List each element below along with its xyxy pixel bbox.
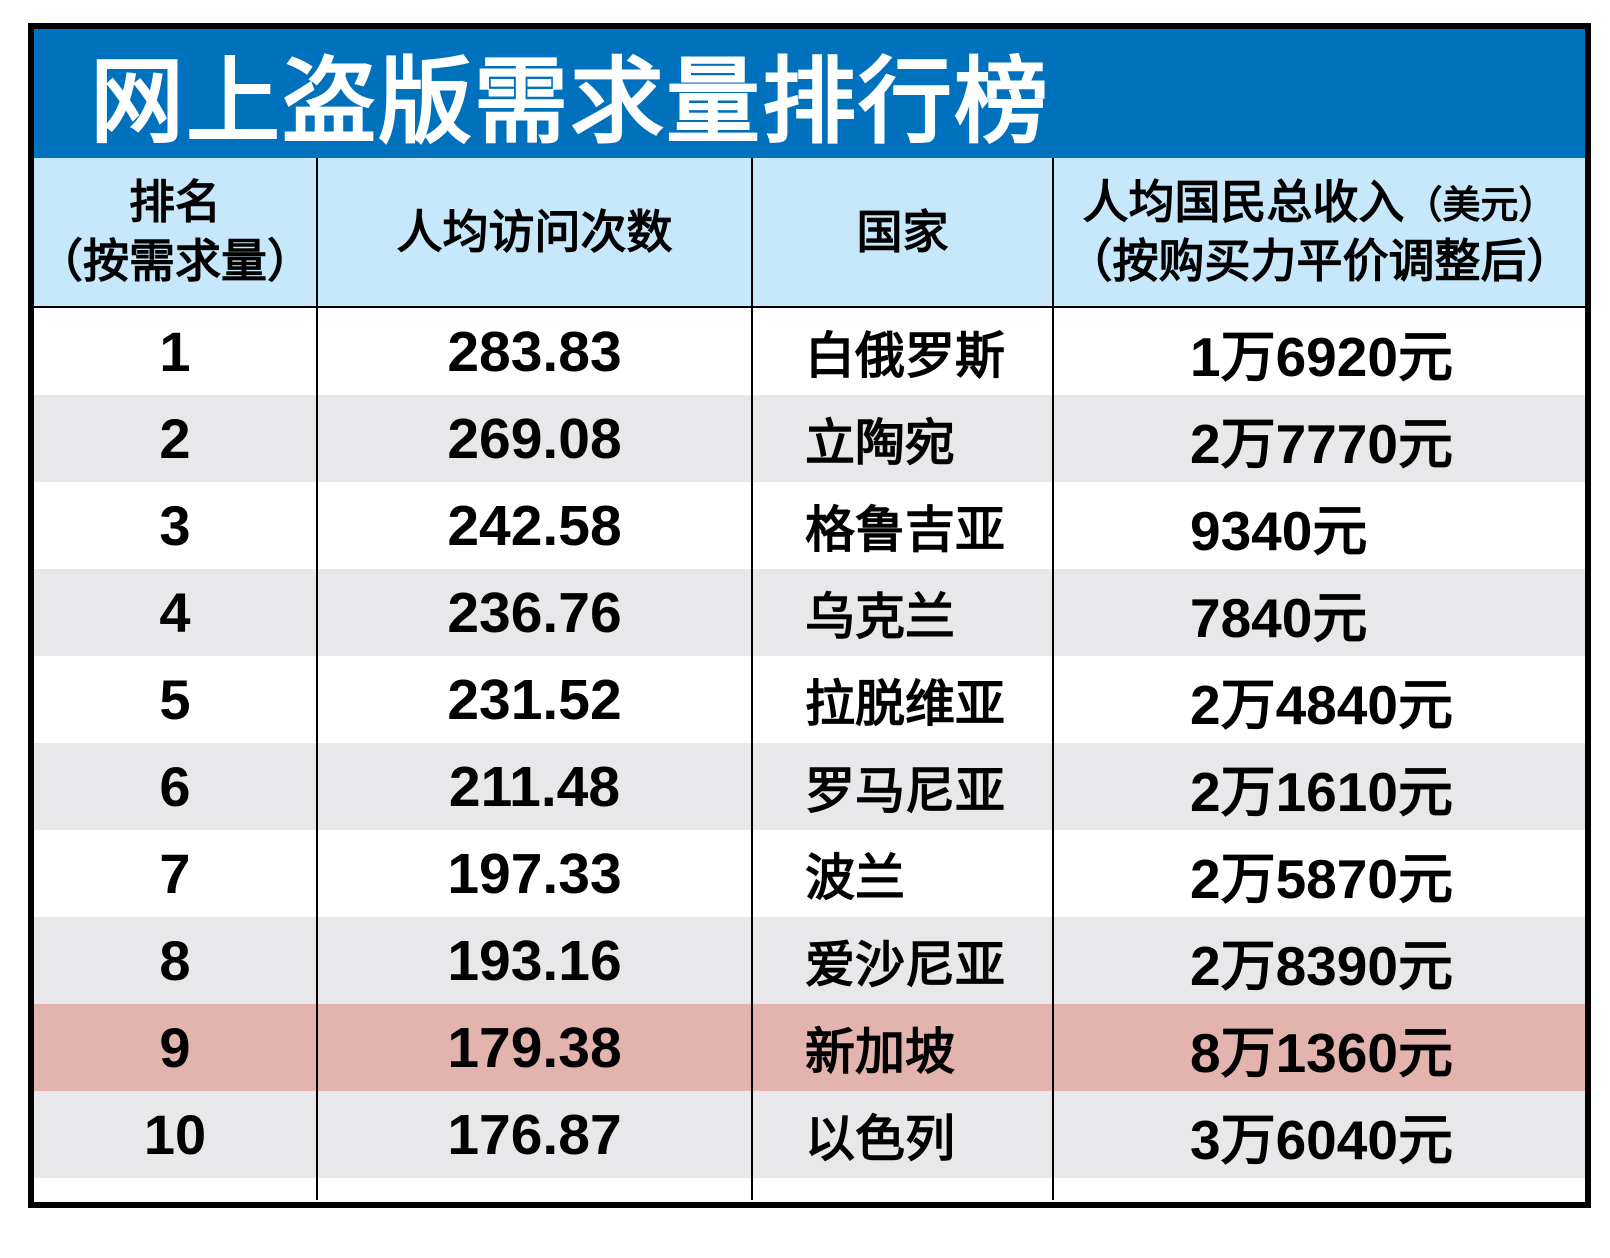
cell-visits: 211.48 <box>318 743 753 830</box>
table-row: 3 242.58 格鲁吉亚 9340元 <box>34 482 1585 569</box>
cell-visits: 179.38 <box>318 1004 753 1091</box>
cell-income: 2万4840元 <box>1190 673 1453 736</box>
cell-rank: 6 <box>34 743 318 830</box>
header-country: 国家 <box>753 158 1054 306</box>
header-rank-line1: 排名 <box>129 176 221 229</box>
cell-visits: 242.58 <box>318 482 753 569</box>
cell-country: 波兰 <box>753 830 1054 917</box>
cell-visits: 283.83 <box>318 308 753 395</box>
cell-rank: 2 <box>34 395 318 482</box>
header-income-main: 人均国民总收入 <box>1082 176 1405 229</box>
bottom-strip-cell <box>34 1178 318 1200</box>
cell-country: 爱沙尼亚 <box>753 917 1054 1004</box>
table-row: 9 179.38 新加坡 8万1360元 <box>34 1004 1585 1091</box>
header-income-unit: （美元） <box>1404 185 1557 228</box>
table-body: 1 283.83 白俄罗斯 1万6920元 2 269.08 立陶宛 2万7770元 3 242.… <box>34 308 1585 1178</box>
header-income-line1: 人均国民总收入（美元） <box>1082 173 1556 232</box>
cell-visits: 193.16 <box>318 917 753 1004</box>
table-row: 1 283.83 白俄罗斯 1万6920元 <box>34 308 1585 395</box>
piracy-ranking-table: 网上盗版需求量排行榜 排名 （按需求量） 人均访问次数 国家 人均国民总收入（美… <box>28 23 1591 1208</box>
page-title: 网上盗版需求量排行榜 <box>90 48 1051 154</box>
cell-rank: 3 <box>34 482 318 569</box>
header-visits: 人均访问次数 <box>318 158 753 306</box>
title-band: 网上盗版需求量排行榜 <box>34 29 1585 158</box>
cell-income: 3万6040元 <box>1190 1108 1453 1171</box>
cell-rank: 4 <box>34 569 318 656</box>
cell-country: 罗马尼亚 <box>753 743 1054 830</box>
cell-visits: 176.87 <box>318 1091 753 1178</box>
cell-country: 白俄罗斯 <box>753 308 1054 395</box>
table-row: 10 176.87 以色列 3万6040元 <box>34 1091 1585 1178</box>
cell-country: 立陶宛 <box>753 395 1054 482</box>
bottom-strip <box>34 1178 1585 1200</box>
cell-visits: 231.52 <box>318 656 753 743</box>
cell-income: 1万6920元 <box>1190 325 1453 388</box>
bottom-strip-cell <box>1054 1178 1585 1200</box>
cell-income: 8万1360元 <box>1190 1021 1453 1084</box>
cell-rank: 9 <box>34 1004 318 1091</box>
table-row: 6 211.48 罗马尼亚 2万1610元 <box>34 743 1585 830</box>
cell-country: 拉脱维亚 <box>753 656 1054 743</box>
cell-country: 格鲁吉亚 <box>753 482 1054 569</box>
cell-country: 以色列 <box>753 1091 1054 1178</box>
table-row: 2 269.08 立陶宛 2万7770元 <box>34 395 1585 482</box>
cell-rank: 8 <box>34 917 318 1004</box>
cell-country: 新加坡 <box>753 1004 1054 1091</box>
cell-rank: 10 <box>34 1091 318 1178</box>
bottom-strip-cell <box>318 1178 753 1200</box>
header-country-label: 国家 <box>856 205 949 258</box>
table-row: 4 236.76 乌克兰 7840元 <box>34 569 1585 656</box>
cell-income: 2万8390元 <box>1190 934 1453 997</box>
cell-rank: 7 <box>34 830 318 917</box>
table-row: 7 197.33 波兰 2万5870元 <box>34 830 1585 917</box>
header-income-line2: （按购买力平价调整后） <box>1066 235 1573 287</box>
table-header: 排名 （按需求量） 人均访问次数 国家 人均国民总收入（美元） （按购买力平价调… <box>34 158 1585 308</box>
cell-visits: 197.33 <box>318 830 753 917</box>
cell-income: 7840元 <box>1190 586 1368 649</box>
cell-income: 2万5870元 <box>1190 847 1453 910</box>
header-income: 人均国民总收入（美元） （按购买力平价调整后） <box>1054 158 1585 306</box>
cell-income: 2万7770元 <box>1190 412 1453 475</box>
cell-rank: 1 <box>34 308 318 395</box>
bottom-strip-cell <box>753 1178 1054 1200</box>
cell-visits: 269.08 <box>318 395 753 482</box>
cell-country: 乌克兰 <box>753 569 1054 656</box>
table-row: 5 231.52 拉脱维亚 2万4840元 <box>34 656 1585 743</box>
header-visits-label: 人均访问次数 <box>396 205 673 258</box>
cell-income: 2万1610元 <box>1190 760 1453 823</box>
cell-visits: 236.76 <box>318 569 753 656</box>
cell-rank: 5 <box>34 656 318 743</box>
cell-income: 9340元 <box>1190 499 1368 562</box>
header-rank-line2: （按需求量） <box>37 235 313 287</box>
header-rank: 排名 （按需求量） <box>34 158 318 306</box>
table-row: 8 193.16 爱沙尼亚 2万8390元 <box>34 917 1585 1004</box>
